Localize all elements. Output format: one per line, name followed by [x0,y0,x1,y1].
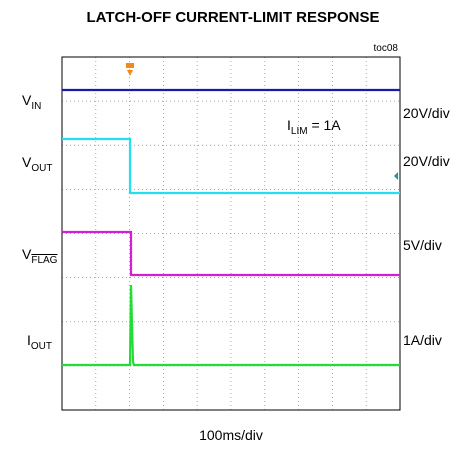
grid [62,57,400,410]
trace-scale: 1A/div [403,332,442,348]
tag: toc08 [374,43,399,54]
chart-title: LATCH-OFF CURRENT-LIMIT RESPONSE [86,9,379,26]
trace-scale: 20V/div [403,105,450,121]
x-label: 100ms/div [199,427,263,443]
frame [61,56,401,411]
trace [62,230,400,277]
trace-label: VIN [22,92,41,112]
trace-label: VFLAG [22,246,58,266]
level-marker [394,172,398,180]
trace-label: VOUT [22,154,52,174]
trace [62,137,400,195]
trigger-marker [126,63,134,76]
trace-scale: 5V/div [403,237,442,253]
annotation: ILIM = 1A [287,117,341,137]
trace-scale: 20V/div [403,153,450,169]
trace [62,284,400,367]
trace-label: IOUT [27,332,52,352]
traces [62,88,400,367]
